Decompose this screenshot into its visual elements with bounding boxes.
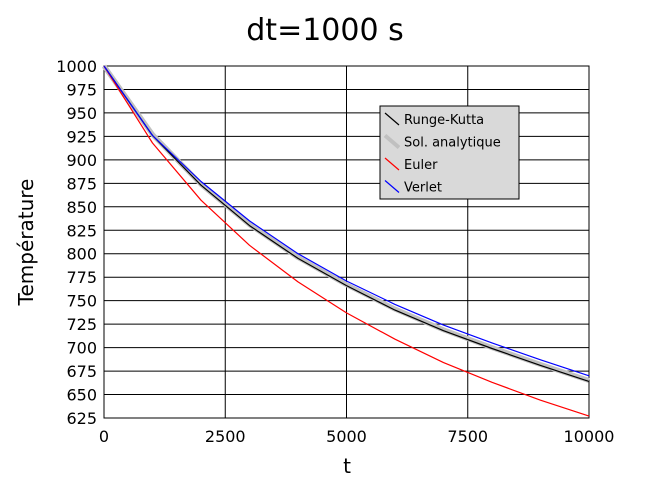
chart-title: dt=1000 s — [246, 13, 403, 48]
x-tick-label: 0 — [99, 427, 109, 446]
y-tick-label: 750 — [66, 292, 97, 311]
y-tick-label: 1000 — [56, 57, 97, 76]
y-tick-label: 950 — [66, 104, 97, 123]
y-tick-label: 625 — [66, 409, 97, 428]
plot-frame — [103, 65, 590, 419]
series-lines — [101, 64, 590, 417]
series-line-verlet — [103, 65, 590, 377]
y-tick-label: 875 — [66, 174, 97, 193]
legend: Runge-Kutta Sol. analytique Euler Verlet — [379, 105, 520, 200]
legend-swatch — [383, 133, 401, 150]
legend-swatch — [384, 180, 400, 193]
y-axis-title: Température — [14, 179, 38, 307]
x-tick-label: 2500 — [205, 427, 246, 446]
y-tick-label: 975 — [66, 80, 97, 99]
x-tick-label: 7500 — [447, 427, 488, 446]
legend-label: Verlet — [404, 181, 442, 196]
legend-box — [379, 105, 520, 200]
y-tick-label: 775 — [66, 268, 97, 287]
legend-label: Euler — [404, 158, 438, 173]
y-tick-label: 825 — [66, 221, 97, 240]
y-tick-label: 900 — [66, 151, 97, 170]
y-tick-label: 650 — [66, 386, 97, 405]
legend-swatch — [384, 157, 400, 171]
legend-label: Sol. analytique — [404, 136, 501, 151]
series-line-euler — [103, 65, 590, 417]
legend-swatch — [384, 112, 400, 126]
y-tick-label: 675 — [66, 362, 97, 381]
y-tick-label: 700 — [66, 339, 97, 358]
y-tick-label: 925 — [66, 127, 97, 146]
series-line-runge-kutta — [103, 65, 590, 382]
x-tick-label: 5000 — [326, 427, 367, 446]
y-tick-label: 725 — [66, 315, 97, 334]
x-axis-title: t — [343, 454, 351, 478]
y-tick-label: 850 — [66, 198, 97, 217]
legend-label: Runge-Kutta — [404, 113, 484, 128]
x-tick-label: 10000 — [564, 427, 615, 446]
tick-labels: 625 650 675 700 725 750 775 800 825 850 875 900 925 9… — [56, 57, 614, 446]
y-tick-label: 800 — [66, 245, 97, 264]
series-line-sol-analytique — [101, 64, 590, 383]
